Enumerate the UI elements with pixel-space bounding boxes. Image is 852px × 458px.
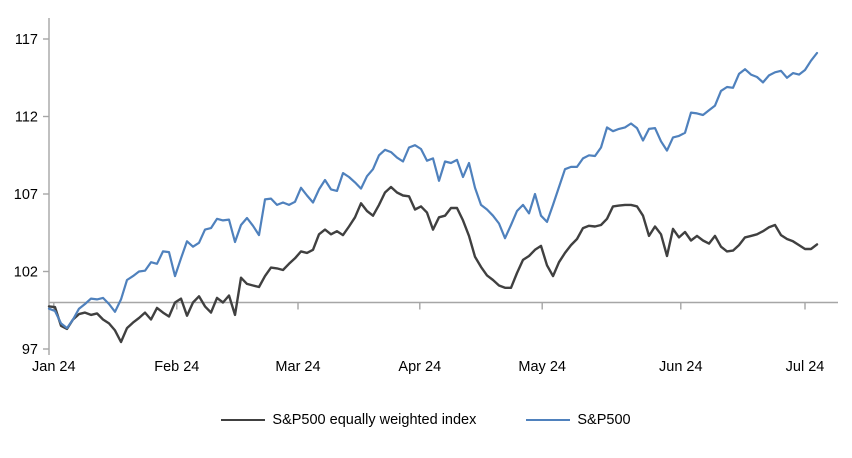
x-tick-label: Jun 24 bbox=[659, 359, 703, 375]
series-lines bbox=[47, 51, 819, 344]
x-tick-label: Apr 24 bbox=[398, 359, 441, 375]
y-tick-label: 107 bbox=[14, 187, 38, 203]
x-tick-label: Feb 24 bbox=[154, 359, 199, 375]
legend-item-sp500: S&P500 bbox=[526, 412, 631, 428]
x-tick-label: Jul 24 bbox=[786, 359, 825, 375]
legend-item-equal-weight: S&P500 equally weighted index bbox=[221, 412, 476, 428]
y-tick-label: 102 bbox=[14, 265, 38, 281]
y-axis: 97 102 107 112 117 bbox=[14, 18, 50, 358]
y-axis-labels: 97 102 107 112 117 bbox=[14, 32, 38, 358]
x-tick-label: Jan 24 bbox=[32, 359, 76, 375]
x-tick-label: Mar 24 bbox=[275, 359, 320, 375]
sp500-line bbox=[47, 51, 819, 330]
x-axis-labels: Jan 24 Feb 24 Mar 24 Apr 24 May 24 Jun 24 Jul … bbox=[32, 359, 824, 375]
sp500-line-swatch bbox=[526, 419, 571, 421]
legend-label-equal-weight: S&P500 equally weighted index bbox=[272, 412, 477, 428]
x-axis: Jan 24 Feb 24 Mar 24 Apr 24 May 24 Jun 24 Jul … bbox=[32, 301, 838, 375]
y-axis-ticks bbox=[43, 38, 49, 350]
legend-label-sp500: S&P500 bbox=[577, 412, 631, 428]
y-tick-label: 117 bbox=[15, 32, 38, 48]
x-axis-ticks bbox=[53, 302, 806, 310]
y-tick-label: 112 bbox=[15, 110, 38, 126]
x-tick-label: May 24 bbox=[518, 359, 566, 375]
y-tick-label: 97 bbox=[22, 342, 38, 358]
sp500-equal-weight-line bbox=[47, 185, 819, 344]
legend: S&P500 equally weighted index S&P500 bbox=[0, 412, 852, 428]
equal-weight-line-swatch bbox=[221, 419, 266, 421]
